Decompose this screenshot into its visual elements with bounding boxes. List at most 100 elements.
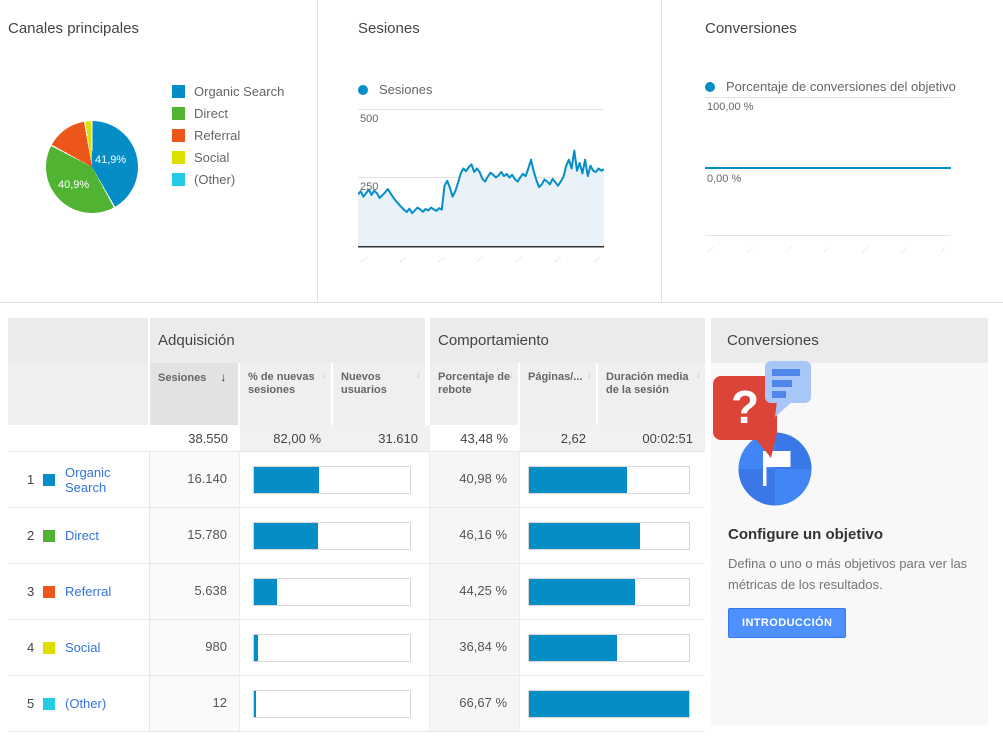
column-header-pct-nuevas-sesiones[interactable]: % de nuevas sesiones ↓ — [240, 363, 333, 425]
row-rank: 1 — [27, 472, 35, 487]
channel-link[interactable]: Social — [65, 640, 101, 655]
conversions-chart[interactable]: 100,00 % 0,00 % ··· ··· ··· ··· ··· ··· ··· — [705, 97, 951, 267]
legend-label: Direct — [194, 106, 228, 121]
channel-color-swatch-icon — [43, 697, 55, 710]
x-tick-label: ··· — [359, 254, 370, 266]
bounce-rate-value: 46,16 % — [430, 508, 520, 563]
channel-link[interactable]: Direct — [65, 528, 99, 543]
summary-blank — [8, 425, 150, 451]
overview-cards-row: Canales principales 41,9% 40,9% Organic … — [0, 0, 1003, 303]
channel-cell: 2 Direct — [8, 508, 150, 563]
table-row: 3 Referral 5.638 44,25 % — [8, 563, 705, 619]
column-header-paginas[interactable]: Páginas/... ↓ — [520, 363, 598, 425]
legend-item: Social — [172, 150, 284, 165]
channel-link[interactable]: (Other) — [65, 696, 107, 711]
sessions-bar-cell — [240, 620, 430, 675]
table-row: 5 (Other) 12 66,67 % — [8, 675, 705, 731]
row-rank: 3 — [27, 584, 35, 599]
card-title-canales: Canales principales — [8, 20, 139, 37]
bounce-rate-value: 44,25 % — [430, 564, 520, 619]
column-header-nuevos-usuarios[interactable]: Nuevos usuarios ↓ — [333, 363, 430, 425]
sessions-bar — [253, 521, 411, 550]
row-rank: 4 — [27, 640, 35, 655]
sessions-bar — [253, 633, 411, 662]
sessions-bar — [253, 465, 411, 494]
card-sesiones: Sesiones Sesiones 500 250 ··· ··· ··· ··· ··… — [317, 0, 661, 302]
bounce-bar-cell — [520, 564, 705, 619]
sessions-bar-cell — [240, 508, 430, 563]
legend-swatch-icon — [172, 107, 185, 120]
channel-link[interactable]: Referral — [65, 584, 112, 599]
summary-row: 38.550 82,00 % 31.610 43,48 % 2,62 00:02… — [8, 425, 705, 451]
x-tick-label: ··· — [939, 244, 950, 256]
chart-top-gridline — [705, 97, 951, 98]
table-row: 2 Direct 15.780 46,16 % — [8, 507, 705, 563]
sort-icon[interactable]: ↓ — [415, 369, 422, 381]
legend-swatch-icon — [172, 173, 185, 186]
card-title-sesiones: Sesiones — [358, 20, 420, 37]
sessions-bar — [253, 689, 411, 718]
bounce-bar-fill — [529, 578, 636, 605]
y-axis-label-100pct: 100,00 % — [707, 101, 754, 113]
channel-cell: 3 Referral — [8, 564, 150, 619]
chart-bottom-gridline — [705, 235, 951, 236]
sort-icon[interactable]: ↓ — [586, 369, 593, 381]
sessions-bar-fill — [254, 522, 318, 549]
sessions-chart[interactable]: 500 250 ··· ··· ··· ··· ··· ··· ··· — [357, 109, 605, 266]
legend-item: Organic Search — [172, 84, 284, 99]
bounce-bar — [528, 521, 690, 550]
introduction-button[interactable]: INTRODUCCIÓN — [728, 608, 847, 638]
row-rank: 2 — [27, 528, 35, 543]
svg-text:?: ? — [731, 381, 759, 433]
x-tick-label: ··· — [475, 254, 487, 266]
checklist-bubble-icon — [765, 361, 811, 417]
conversion-rate-flat-line — [705, 167, 951, 169]
goal-setup-illustration: ? — [713, 361, 812, 506]
channel-color-swatch-icon — [43, 473, 55, 486]
x-tick-label: ··· — [436, 254, 448, 266]
channel-color-swatch-icon — [43, 641, 55, 654]
goal-panel-description: Defina o uno o más objetivos para ver la… — [728, 556, 968, 592]
goal-panel-heading: Configure un objetivo — [728, 526, 883, 543]
sessions-bar-cell — [240, 452, 430, 507]
x-tick-label: ··· — [822, 244, 834, 256]
x-tick-label: ··· — [553, 254, 565, 266]
series-legend: Porcentaje de conversiones del objetivo — [705, 78, 957, 95]
legend-swatch-icon — [172, 151, 185, 164]
sort-desc-icon[interactable]: ↓ — [220, 370, 227, 384]
legend-item: Direct — [172, 106, 284, 121]
sessions-bar-fill — [254, 634, 258, 661]
legend-label: Organic Search — [194, 84, 285, 99]
bounce-rate-value: 66,67 % — [430, 676, 520, 731]
sort-icon[interactable]: ↓ — [321, 369, 328, 381]
column-header-porcentaje-rebote[interactable]: Porcentaje de rebote ↓ — [430, 363, 520, 425]
channels-table: Adquisición Comportamiento Sesiones ↓ % d… — [8, 318, 988, 732]
table-row: 1 Organic Search 16.140 40,98 % — [8, 451, 705, 507]
card-title-conversiones: Conversiones — [705, 20, 797, 37]
sessions-value: 980 — [150, 620, 240, 675]
channels-pie-chart[interactable]: 41,9% 40,9% — [46, 121, 138, 213]
y-axis-label-0pct: 0,00 % — [707, 173, 742, 185]
pie-slice-label: 41,9% — [95, 154, 127, 166]
series-dot-icon — [358, 85, 368, 95]
pie-slice-label: 40,9% — [58, 179, 90, 191]
sort-icon[interactable]: ↓ — [695, 369, 702, 381]
group-header-blank — [8, 318, 150, 363]
sort-icon[interactable]: ↓ — [508, 369, 515, 381]
x-tick-label: ··· — [744, 244, 756, 256]
bounce-bar-fill — [529, 466, 628, 493]
column-header-sesiones[interactable]: Sesiones ↓ — [150, 363, 240, 425]
x-axis-ticks: ··· ··· ··· ··· ··· ··· ··· — [705, 244, 951, 256]
group-header-conversiones: Conversiones — [711, 318, 988, 363]
column-header-duracion-media[interactable]: Duración media de la sesión ↓ — [598, 363, 705, 425]
y-axis-label-500: 500 — [360, 113, 379, 125]
bounce-rate-value: 40,98 % — [430, 452, 520, 507]
question-bubble-icon: ? — [713, 376, 777, 458]
summary-new-users: 31.610 — [333, 425, 430, 451]
legend-item: Referral — [172, 128, 284, 143]
goal-panel-body: ? Configure un objetivo Defina o uno o m… — [711, 361, 988, 726]
channel-color-swatch-icon — [43, 529, 55, 542]
sessions-bar-fill — [254, 578, 277, 605]
channel-link[interactable]: Organic Search — [65, 464, 111, 495]
legend-swatch-icon — [172, 85, 185, 98]
